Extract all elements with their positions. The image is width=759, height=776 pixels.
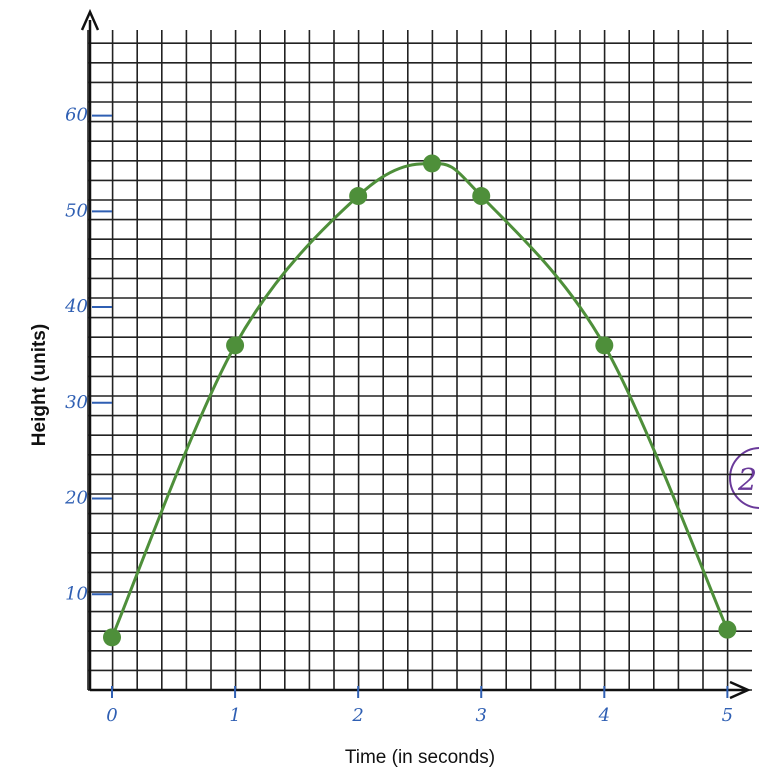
y-tick-label: 50 <box>65 200 88 221</box>
annotation: 2 <box>737 463 757 498</box>
data-point <box>103 628 121 646</box>
y-tick-label: 30 <box>65 392 88 413</box>
data-point <box>472 187 490 205</box>
x-tick-label: 4 <box>598 705 610 726</box>
y-tick-label: 60 <box>65 105 88 126</box>
data-point <box>718 621 736 639</box>
data-point <box>226 336 244 354</box>
x-tick-label: 5 <box>722 705 733 726</box>
y-axis-title: Height (units) <box>29 324 50 446</box>
x-tick-label: 3 <box>476 705 487 726</box>
x-tick-label: 0 <box>106 705 117 726</box>
data-point <box>349 187 367 205</box>
y-tick-label: 10 <box>65 583 88 604</box>
data-point <box>423 154 441 172</box>
y-tick-label: 20 <box>64 488 88 509</box>
curve <box>112 163 727 637</box>
x-axis-title: Time (in seconds) <box>345 747 495 768</box>
x-tick-label: 2 <box>351 705 363 726</box>
y-tick-label: 40 <box>64 296 88 317</box>
chart: Height (units) Time (in seconds) 2 10203… <box>0 0 759 776</box>
data-point <box>595 336 613 354</box>
x-tick-label: 1 <box>229 705 240 726</box>
